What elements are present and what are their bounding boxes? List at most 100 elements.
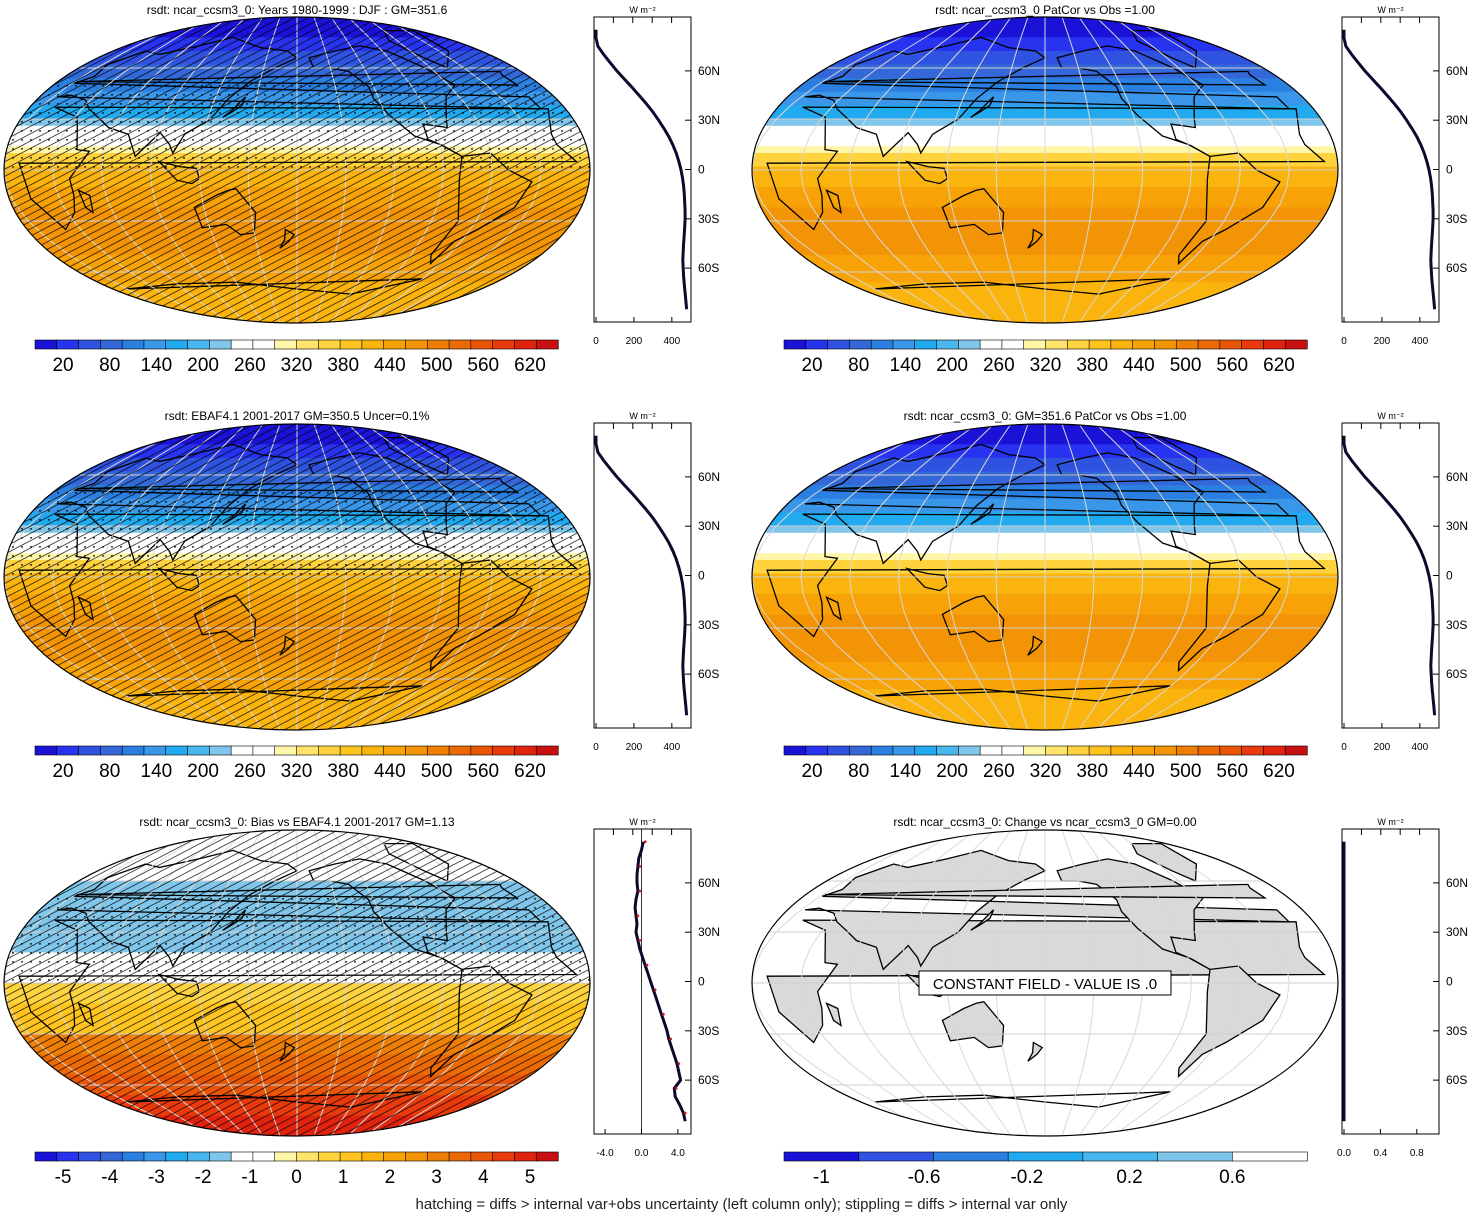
profile-x-tick-label: 200 <box>1374 742 1391 753</box>
profile-frame <box>593 422 692 729</box>
colorbar-5: -5 -4 -3 -2 -1 0 1 2 3 4 5 <box>34 1151 559 1188</box>
colorbar-swatch <box>870 339 894 350</box>
colorbar-tick-label: 80 <box>99 761 120 782</box>
meridian-line <box>752 830 944 1136</box>
colorbar-swatch <box>78 339 101 350</box>
constant-field-annotation: CONSTANT FIELD - VALUE IS .0 <box>918 970 1172 996</box>
coastline-europe_asia <box>56 36 543 158</box>
colorbar-swatch <box>121 1151 145 1162</box>
meridian-line <box>313 830 347 1136</box>
colorbar-swatch <box>165 1151 189 1162</box>
colorbar-tick-label: 200 <box>187 761 219 782</box>
coastline-madagascar <box>77 596 94 621</box>
colorbar-swatch <box>1023 745 1047 756</box>
colorbar-tick-label: 500 <box>421 761 453 782</box>
colorbar-swatch <box>78 1151 101 1162</box>
colorbar-swatch <box>274 745 298 756</box>
colorbar-swatch <box>121 339 145 350</box>
latitude-tick-label: 30N <box>1446 925 1468 939</box>
colorbar-swatch <box>535 745 559 756</box>
colorbar-tick-label: 200 <box>187 355 219 376</box>
coastline-africa <box>18 919 579 1044</box>
latitude-tick-label: 60N <box>1446 876 1468 890</box>
profile-bias-dot <box>653 988 657 992</box>
colorbar-swatch <box>34 745 58 756</box>
colorbar-tick-label: 20 <box>52 355 73 376</box>
coastline-japan <box>222 96 247 118</box>
meridian-line <box>247 424 281 730</box>
colorbar-swatch <box>230 339 254 350</box>
colorbar-swatch <box>230 745 254 756</box>
zonal-profile-6: W m⁻² 60N 30N 0 30S 60S 0.0 0.4 0.8 <box>1337 817 1468 1159</box>
meridian-line <box>800 830 961 1136</box>
meridian-line <box>946 17 1012 323</box>
colorbar-swatch <box>858 1151 935 1162</box>
meridian-line <box>1112 830 1241 1136</box>
colorbar-swatch <box>274 339 298 350</box>
meridian-line <box>800 424 961 730</box>
latitude-tick-label: 60S <box>1446 1073 1467 1087</box>
colorbar-swatch <box>209 1151 232 1162</box>
coastline-japan <box>970 909 995 931</box>
map-panel-6: CONSTANT FIELD - VALUE IS .0 rsdt: ncar_c… <box>751 815 1339 1137</box>
colorbar-tick-label: 80 <box>848 355 869 376</box>
latitude-tick-label: 30S <box>698 212 719 226</box>
map-border <box>3 423 591 731</box>
coastline-n_america <box>1056 45 1211 157</box>
latitude-tick-label: 60S <box>698 1073 719 1087</box>
colorbar-swatch <box>1154 745 1177 756</box>
colorbar-swatch <box>187 745 210 756</box>
coastline-australia <box>941 187 1005 236</box>
profile-unit-label: W m⁻² <box>629 817 655 827</box>
colorbar-swatch <box>1157 1151 1233 1162</box>
latitude-tick-label: 30S <box>1446 1024 1467 1038</box>
colorbar-tick-label: -0.2 <box>1010 1167 1043 1188</box>
colorbar-swatch <box>936 339 959 350</box>
latitude-tick-label: 30S <box>698 1024 719 1038</box>
profile-bias-dot <box>645 963 649 967</box>
profile-x-tick-label: 0.0 <box>1337 1148 1351 1159</box>
latitude-tick-label: 30N <box>698 925 720 939</box>
colorbar-swatch <box>783 339 807 350</box>
colorbar-tick-label: 440 <box>1123 355 1155 376</box>
profile-x-tick-label: 200 <box>1374 336 1391 347</box>
coastline-uk <box>824 477 1268 493</box>
latitude-tick-label: 60N <box>1446 64 1468 78</box>
colorbar-tick-label: 380 <box>1076 761 1108 782</box>
map-border <box>751 423 1339 731</box>
profile-line <box>594 29 689 310</box>
colorbar-tick-label: 500 <box>421 355 453 376</box>
colorbar-swatch <box>1197 339 1221 350</box>
meridian-line <box>149 424 247 730</box>
colorbar-swatch <box>1001 339 1025 350</box>
latitude-tick-label: 0 <box>698 569 705 583</box>
meridian-line <box>1061 424 1095 730</box>
zonal-profile-5: W m⁻² 60N 30N 0 30S 60S -4.0 0.0 4.0 <box>593 817 720 1159</box>
latitude-tick-label: 30N <box>698 519 720 533</box>
colorbar-swatch <box>1023 339 1047 350</box>
colorbar-tick-label: 80 <box>99 355 120 376</box>
meridian-line <box>1095 830 1193 1136</box>
colorbar-tick-label: -4 <box>101 1167 118 1188</box>
latitude-tick-label: 60S <box>1446 261 1467 275</box>
colorbar-swatch <box>979 339 1003 350</box>
colorbar-swatch <box>805 745 829 756</box>
colorbar-swatch <box>317 745 341 756</box>
profile-bias-dot <box>638 939 642 942</box>
colorbar-swatch <box>979 745 1003 756</box>
colorbar-tick-label: 260 <box>983 355 1015 376</box>
colorbar-swatch <box>1154 339 1177 350</box>
colorbar-swatch <box>405 339 428 350</box>
colorbar-swatch <box>783 745 807 756</box>
colorbar-swatch <box>165 745 189 756</box>
colorbar-tick-label: 380 <box>1076 355 1108 376</box>
colorbar-1: 20 80 140 200 260 320 380 440 500 560 620 <box>34 339 559 376</box>
latitude-tick-label: 30S <box>698 618 719 632</box>
colorbar-swatch <box>492 745 516 756</box>
colorbar-swatch <box>274 1151 298 1162</box>
colorbar-swatch <box>34 1151 58 1162</box>
colorbar-swatch <box>252 1151 276 1162</box>
colorbar-swatch <box>1197 745 1221 756</box>
colorbar-tick-label: 140 <box>141 761 173 782</box>
colorbar-swatch <box>252 339 276 350</box>
